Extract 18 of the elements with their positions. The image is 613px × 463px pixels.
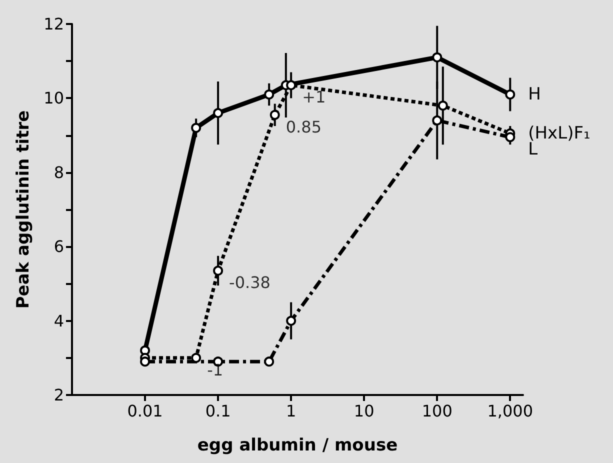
x-tick-label: 10 — [354, 402, 374, 420]
annotation: 0.85 — [286, 117, 322, 136]
annotation: +1 — [302, 88, 326, 107]
x-axis-title: egg albumin / mouse — [197, 436, 398, 456]
y-tick-label: 6 — [54, 237, 64, 256]
y-tick-label: 8 — [54, 162, 64, 182]
y-tick-label: 12 — [44, 14, 64, 34]
x-tick-label: 1 — [286, 402, 296, 420]
y-tick-label: 4 — [54, 311, 64, 330]
y-axis-title: Peak agglutinin titre — [14, 110, 34, 309]
x-tick-label: 0.1 — [205, 402, 231, 420]
y-tick-label: 10 — [44, 88, 64, 108]
series-label: H — [528, 84, 541, 104]
annotation: -0.38 — [229, 273, 270, 292]
x-tick-label: 1,000 — [487, 402, 534, 420]
y-tick-label: 2 — [54, 386, 64, 404]
x-tick-label: 0.01 — [127, 402, 163, 420]
x-tick-label: 100 — [422, 402, 452, 420]
